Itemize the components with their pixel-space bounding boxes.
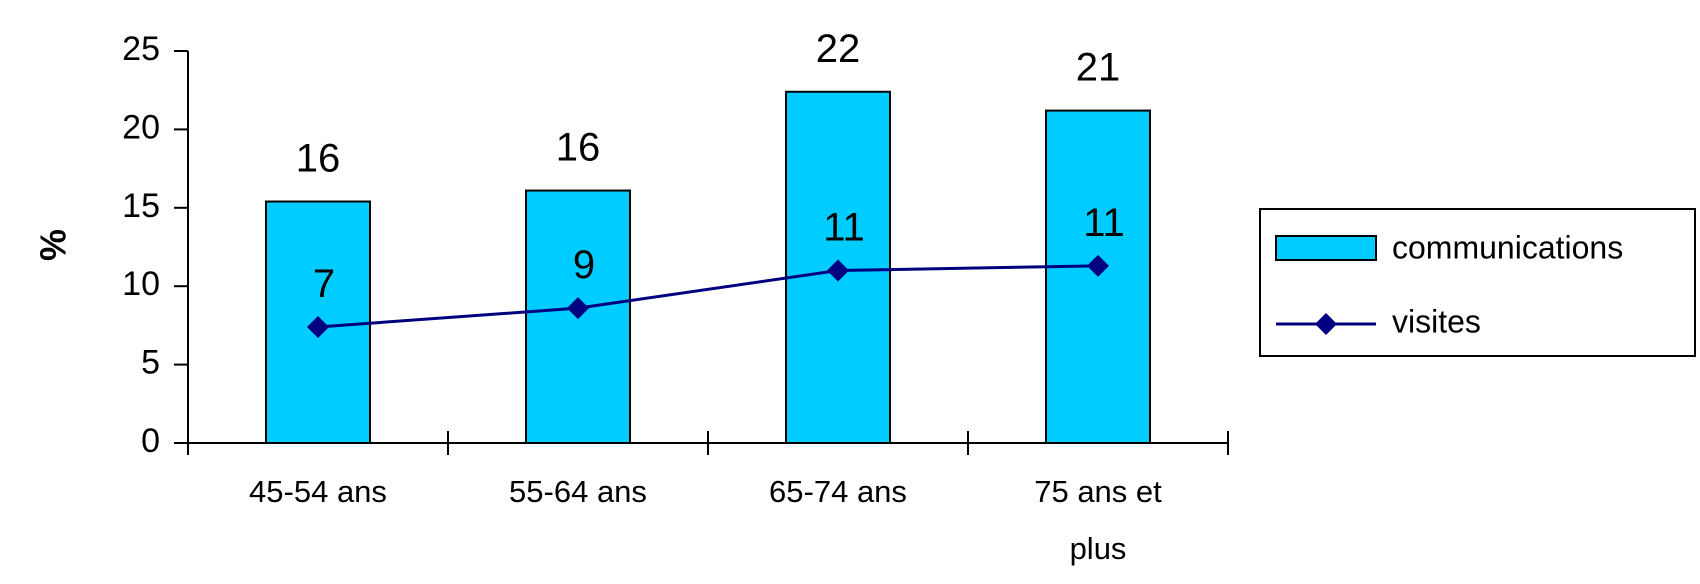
line-data-label: 7 [313, 262, 335, 306]
legend: communications visites [1259, 208, 1696, 357]
bar-data-label: 22 [816, 27, 861, 71]
legend-marker-visites [1315, 313, 1337, 335]
y-axis-label: % [33, 229, 74, 261]
line-point [307, 315, 329, 338]
line-data-label: 9 [573, 243, 595, 287]
x-tick-label: plus [1070, 531, 1127, 566]
data-labels: 16 16 22 21 7 9 11 11 [296, 27, 1125, 306]
y-tick-label: 20 [122, 108, 160, 146]
line-data-label: 11 [1083, 201, 1125, 245]
x-tick-label: 55-64 ans [509, 474, 647, 509]
axes: 0 5 10 15 20 25 45-54 ans 55-64 ans 65-74 ans 75 … [122, 30, 1229, 566]
line-point [827, 259, 849, 282]
y-tick-label: 10 [122, 265, 160, 303]
visites-line [317, 264, 1099, 329]
bar [1045, 109, 1151, 444]
legend-box [1259, 208, 1696, 357]
y-tick-label: 5 [141, 344, 160, 382]
bar-data-label: 21 [1076, 46, 1121, 90]
bar-data-label: 16 [556, 126, 601, 170]
line-point [1087, 254, 1109, 277]
x-tick-label: 75 ans et [1034, 474, 1162, 509]
legend-label-communications: communications [1392, 229, 1623, 265]
legend-label-visites: visites [1392, 303, 1481, 339]
bar-data-label: 16 [296, 137, 341, 181]
line-data-label: 11 [823, 206, 865, 250]
y-tick-label: 0 [141, 422, 160, 460]
y-tick-label: 25 [122, 30, 160, 68]
x-tick-label: 65-74 ans [769, 474, 907, 509]
line-point [567, 297, 589, 320]
x-tick-label: 45-54 ans [249, 474, 387, 509]
line-series [307, 254, 1109, 338]
y-tick-label: 15 [122, 187, 160, 225]
legend-swatch-communications [1275, 235, 1377, 261]
